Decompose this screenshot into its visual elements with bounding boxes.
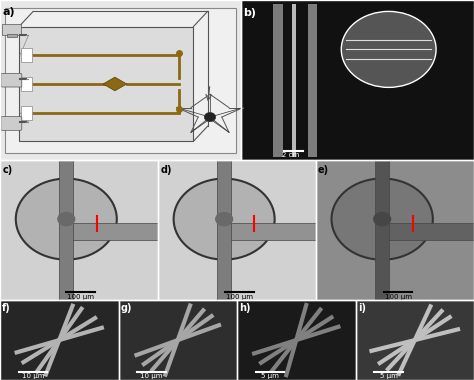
Text: g): g) [121,303,132,313]
Bar [224,223,316,240]
Circle shape [16,179,117,260]
Bar [241,0,474,160]
Bar [158,160,316,300]
Bar [0,300,118,380]
Text: a): a) [2,7,15,17]
Bar [273,4,283,157]
Bar [21,48,32,62]
Bar [241,0,474,160]
Circle shape [373,212,392,226]
Circle shape [204,112,216,122]
Bar [292,4,296,157]
Bar [356,300,474,380]
Circle shape [215,212,233,226]
Text: d): d) [160,165,172,175]
Text: 2 cm: 2 cm [283,152,300,158]
Bar [217,160,231,219]
Bar [382,223,474,240]
Bar [316,160,474,300]
Text: f): f) [2,303,11,313]
Bar [2,24,21,35]
Bar [59,160,73,219]
Bar [241,0,474,160]
Text: 100 μm: 100 μm [67,294,94,301]
Text: i): i) [358,303,366,313]
Bar [316,160,474,300]
Bar [118,300,237,380]
Bar [66,223,158,240]
Bar [21,77,32,91]
Text: 5 μm: 5 μm [380,373,398,379]
Text: 10 μm: 10 μm [22,373,45,379]
Bar [158,160,316,300]
FancyBboxPatch shape [1,73,22,87]
Bar [308,4,317,157]
Text: 100 μm: 100 μm [226,294,253,301]
Bar [0,160,158,300]
Circle shape [173,179,274,260]
FancyBboxPatch shape [1,117,22,130]
Circle shape [57,212,75,226]
Text: 10 μm: 10 μm [140,373,163,379]
Bar [118,300,237,380]
Text: c): c) [2,165,13,175]
Text: 100 μm: 100 μm [385,294,411,301]
Bar [158,160,316,300]
Polygon shape [103,77,127,91]
Circle shape [341,11,436,87]
Text: 5 μm: 5 μm [261,373,279,379]
Text: b): b) [243,8,256,17]
Bar [5,8,236,153]
Bar [375,160,389,219]
Bar [0,0,241,160]
Circle shape [331,179,433,260]
Bar [375,219,389,300]
Bar [118,300,237,380]
Bar [0,0,241,160]
Bar [59,219,73,300]
Bar [19,27,193,141]
Bar [7,34,17,37]
Text: e): e) [318,165,329,175]
Bar [21,106,32,119]
Bar [356,300,474,380]
Bar [316,160,474,300]
Bar [237,300,356,380]
Bar [237,300,356,380]
Bar [0,160,158,300]
Bar [0,300,118,380]
Bar [356,300,474,380]
Bar [237,300,356,380]
Text: h): h) [239,303,251,313]
Bar [217,219,231,300]
Bar [0,300,118,380]
Bar [0,160,158,300]
